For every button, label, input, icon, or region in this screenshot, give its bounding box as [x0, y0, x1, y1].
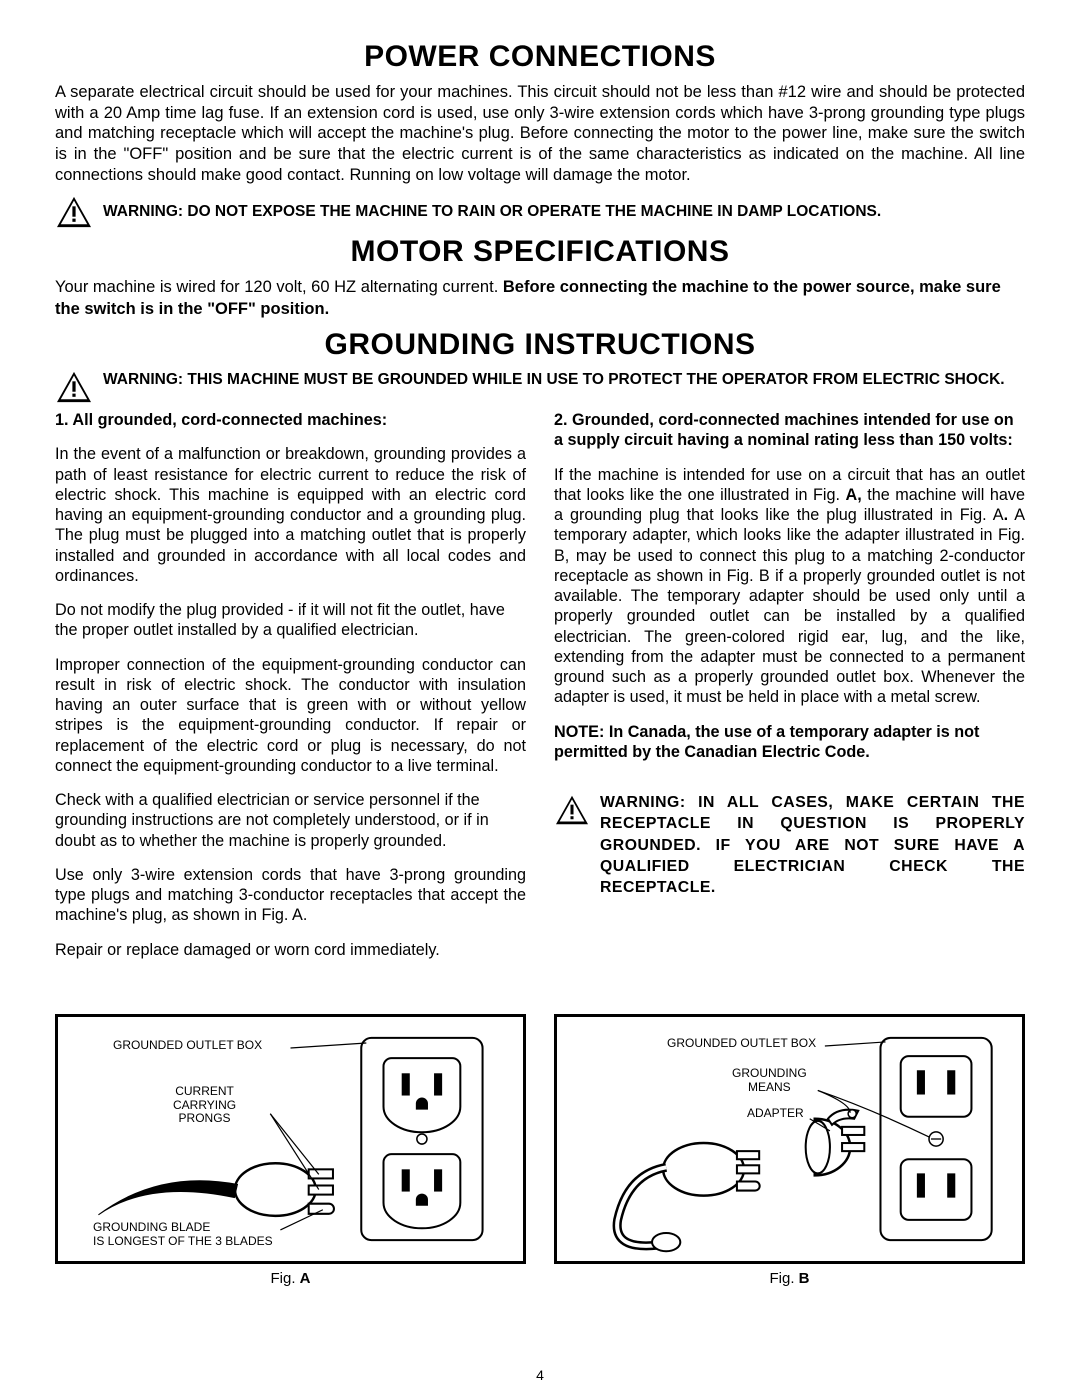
right-subhead: 2. Grounded, cord-connected machines int…	[554, 410, 1025, 451]
figA-caption: Fig. A	[55, 1270, 526, 1287]
warning-damp-text: WARNING: DO NOT EXPOSE THE MACHINE TO RA…	[103, 202, 881, 222]
left-p5: Use only 3-wire extension cords that hav…	[55, 865, 526, 926]
left-column: 1. All grounded, cord-connected machines…	[55, 410, 526, 974]
heading-grounding: GROUNDING INSTRUCTIONS	[55, 328, 1025, 362]
heading-motor: MOTOR SPECIFICATIONS	[55, 235, 1025, 269]
figA-label-outlet: GROUNDED OUTLET BOX	[113, 1039, 262, 1053]
figure-b-wrap: GROUNDED OUTLET BOX GROUNDING MEANS ADAP…	[554, 1014, 1025, 1287]
figure-a-wrap: GROUNDED OUTLET BOX CURRENT CARRYING PRO…	[55, 1014, 526, 1287]
two-column-body: 1. All grounded, cord-connected machines…	[55, 410, 1025, 974]
right-column: 2. Grounded, cord-connected machines int…	[554, 410, 1025, 974]
heading-power: POWER CONNECTIONS	[55, 40, 1025, 74]
figA-label-prongs: CURRENT CARRYING PRONGS	[173, 1085, 236, 1126]
warning-ground-row: WARNING: THIS MACHINE MUST BE GROUNDED W…	[55, 370, 1025, 404]
warning-icon	[55, 195, 93, 229]
power-intro: A separate electrical circuit should be …	[55, 82, 1025, 185]
figA-cap-a: Fig.	[270, 1270, 299, 1287]
page-number: 4	[536, 1367, 544, 1383]
warning-receptacle: WARNING: IN ALL CASES, MAKE CERTAIN THE …	[554, 792, 1025, 899]
figB-caption: Fig. B	[554, 1270, 1025, 1287]
r1b: A,	[846, 486, 862, 504]
left-p1: In the event of a malfunction or breakdo…	[55, 444, 526, 586]
warning-ground-text: WARNING: THIS MACHINE MUST BE GROUNDED W…	[103, 370, 1005, 390]
warning-icon	[554, 794, 590, 826]
right-p1: If the machine is intended for use on a …	[554, 465, 1025, 708]
figB-cap-b: B	[799, 1270, 810, 1287]
figA-label-blade: GROUNDING BLADE IS LONGEST OF THE 3 BLAD…	[93, 1221, 273, 1249]
figB-cap-a: Fig.	[769, 1270, 798, 1287]
left-subhead: 1. All grounded, cord-connected machines…	[55, 410, 526, 430]
right-note: NOTE: In Canada, the use of a temporary …	[554, 722, 1025, 763]
figure-a-box: GROUNDED OUTLET BOX CURRENT CARRYING PRO…	[55, 1014, 526, 1264]
left-p3: Improper connection of the equipment-gro…	[55, 655, 526, 777]
r1e: A temporary adapter, which looks like th…	[554, 506, 1025, 706]
motor-text: Your machine is wired for 120 volt, 60 H…	[55, 277, 1025, 320]
figure-b-box: GROUNDED OUTLET BOX GROUNDING MEANS ADAP…	[554, 1014, 1025, 1264]
figA-cap-b: A	[300, 1270, 311, 1287]
left-p6: Repair or replace damaged or worn cord i…	[55, 940, 526, 960]
warning-damp-row: WARNING: DO NOT EXPOSE THE MACHINE TO RA…	[55, 195, 1025, 229]
warning-receptacle-text: WARNING: IN ALL CASES, MAKE CERTAIN THE …	[600, 792, 1025, 899]
left-p4: Check with a qualified electrician or se…	[55, 790, 526, 851]
warning-icon	[55, 370, 93, 404]
figB-label-means: GROUNDING MEANS	[732, 1067, 807, 1095]
figure-row: GROUNDED OUTLET BOX CURRENT CARRYING PRO…	[55, 1014, 1025, 1287]
figB-label-outlet: GROUNDED OUTLET BOX	[667, 1037, 816, 1051]
left-p2: Do not modify the plug provided - if it …	[55, 600, 526, 641]
figure-b-svg	[557, 1017, 1022, 1261]
motor-text-plain: Your machine is wired for 120 volt, 60 H…	[55, 278, 503, 296]
figB-label-adapter: ADAPTER	[747, 1107, 804, 1121]
